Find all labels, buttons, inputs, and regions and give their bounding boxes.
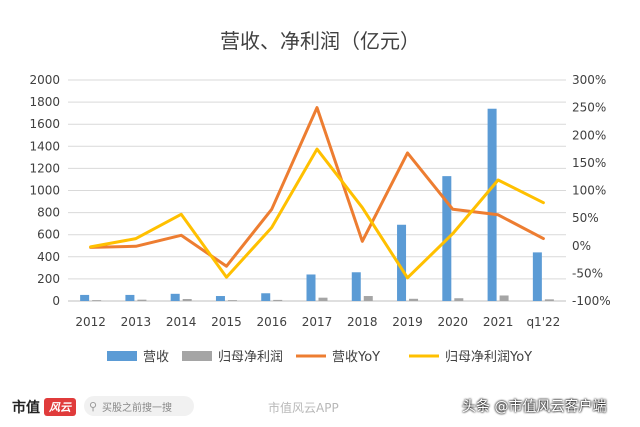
legend-label: 营收YoY: [332, 350, 380, 365]
y2-tick-label: -50%: [572, 266, 603, 280]
bar: [125, 294, 135, 301]
legend-label: 归母净利润: [218, 350, 283, 365]
y-tick-label: 200: [37, 272, 60, 286]
brand-name: 市值: [12, 400, 40, 416]
y-tick-label: 1200: [29, 161, 60, 175]
series-line: [89, 147, 545, 280]
y2-tick-label: 100%: [572, 184, 606, 198]
search-icon: ⚲: [88, 399, 98, 413]
x-tick-label: 2021: [483, 315, 514, 329]
brand-seal: 风云: [44, 398, 76, 416]
right-axis: -100% -50% 0% 50% 100% 150% 200% 250% 300%: [572, 73, 611, 308]
legend: 营收 归母净利润 营收YoY 归母净利润YoY: [107, 350, 532, 365]
bar: [182, 299, 192, 301]
legend-label: 营收: [143, 350, 169, 365]
y-tick-label: 0: [52, 294, 60, 308]
brand-logo: 市值 风云: [12, 397, 76, 417]
watermark-center: 市值风云APP: [268, 401, 339, 415]
bar: [92, 300, 102, 301]
bar: [80, 294, 90, 301]
bar: [409, 298, 419, 301]
bar: [318, 297, 328, 301]
y2-tick-label: 300%: [572, 73, 606, 87]
y2-tick-label: 0%: [572, 239, 591, 253]
bar: [454, 298, 464, 301]
y-tick-label: 600: [37, 228, 60, 242]
y-tick-label: 2000: [29, 73, 60, 87]
y2-tick-label: 250%: [572, 101, 606, 115]
y2-tick-label: -100%: [572, 294, 611, 308]
x-tick-label: 2018: [347, 315, 378, 329]
chart-title: 营收、净利润（亿元）: [220, 29, 420, 53]
legend-swatch: [182, 351, 212, 361]
x-tick-label: 2019: [392, 315, 423, 329]
lines: [89, 106, 545, 280]
bar: [137, 299, 147, 301]
bar: [532, 252, 542, 301]
watermark-right: 头条 @市值风云客户端: [462, 399, 607, 415]
app-footer: 市值 风云 ⚲ 买股之前搜一搜 市值风云APP 头条 @市值风云客户端: [0, 388, 640, 427]
series-line: [89, 106, 545, 268]
bar: [397, 224, 407, 301]
bar: [363, 296, 373, 301]
x-tick-label: 2012: [75, 315, 106, 329]
y2-tick-label: 50%: [572, 211, 599, 225]
x-axis: 2012 2013 2014 2015 2016 2017 2018 2019 2020 2021…: [68, 300, 566, 329]
y2-tick-label: 200%: [572, 128, 606, 142]
legend-label: 归母净利润YoY: [445, 350, 532, 365]
bar: [351, 272, 361, 301]
y-tick-label: 400: [37, 250, 60, 264]
bar: [261, 293, 271, 301]
left-axis: 0 200 400 600 800 1000 1200 1400 1600 1800 2000: [29, 73, 60, 308]
y-tick-label: 1000: [29, 184, 60, 198]
x-tick-label: 2020: [438, 315, 469, 329]
bar: [273, 299, 283, 301]
bar: [215, 296, 225, 301]
bar: [487, 108, 497, 301]
y-tick-label: 800: [37, 206, 60, 220]
bar: [170, 293, 180, 301]
y-tick-label: 1600: [29, 117, 60, 131]
bar: [499, 295, 509, 301]
x-tick-label: 2014: [166, 315, 197, 329]
x-tick-label: q1'22: [526, 315, 560, 329]
bar: [544, 299, 554, 301]
y-tick-label: 1400: [29, 139, 60, 153]
search-placeholder: 买股之前搜一搜: [102, 402, 172, 414]
x-tick-label: 2013: [121, 315, 152, 329]
bar: [306, 274, 316, 301]
x-tick-label: 2015: [211, 315, 242, 329]
x-tick-label: 2017: [302, 315, 333, 329]
grid: [68, 79, 566, 302]
y-tick-label: 1800: [29, 95, 60, 109]
x-tick-label: 2016: [256, 315, 287, 329]
bars: [80, 108, 554, 301]
search-box[interactable]: ⚲ 买股之前搜一搜: [84, 396, 194, 416]
legend-swatch: [107, 351, 137, 361]
bar: [227, 300, 237, 301]
y2-tick-label: 150%: [572, 156, 606, 170]
